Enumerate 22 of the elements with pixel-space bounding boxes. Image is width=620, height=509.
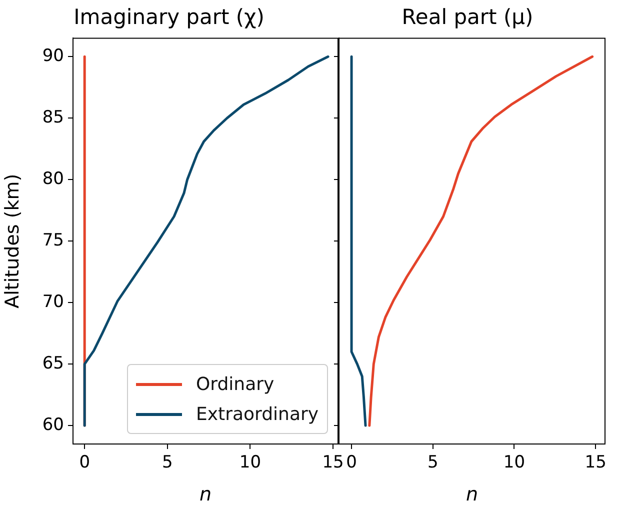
y-axis-title: Altitudes (km) <box>1 174 24 308</box>
x-tick-label: 15 <box>584 452 606 473</box>
chart-title: Imaginary part (χ) <box>74 5 264 30</box>
y-tick-label: 75 <box>42 230 64 251</box>
legend-label: Ordinary <box>196 374 274 394</box>
y-tick-label: 85 <box>42 108 64 128</box>
x-tick-label: 0 <box>346 452 357 473</box>
x-tick-label: 5 <box>427 452 438 473</box>
y-tick-label: 90 <box>42 46 64 66</box>
y-tick-label: 80 <box>42 169 64 190</box>
legend-label: Extraordinary <box>196 404 319 424</box>
y-tick-label: 70 <box>42 292 64 312</box>
x-tick-label: 0 <box>79 452 90 473</box>
y-tick-label: 60 <box>42 414 64 435</box>
x-tick-label: 5 <box>162 452 173 473</box>
x-tick-label: 15 <box>322 452 344 473</box>
y-tick-label: 65 <box>42 353 64 374</box>
x-axis-title: n <box>199 484 212 506</box>
x-tick-label: 10 <box>503 452 526 473</box>
chart-title: Real part (μ) <box>402 5 534 30</box>
x-tick-label: 10 <box>239 452 262 473</box>
x-axis-title: n <box>466 484 478 506</box>
